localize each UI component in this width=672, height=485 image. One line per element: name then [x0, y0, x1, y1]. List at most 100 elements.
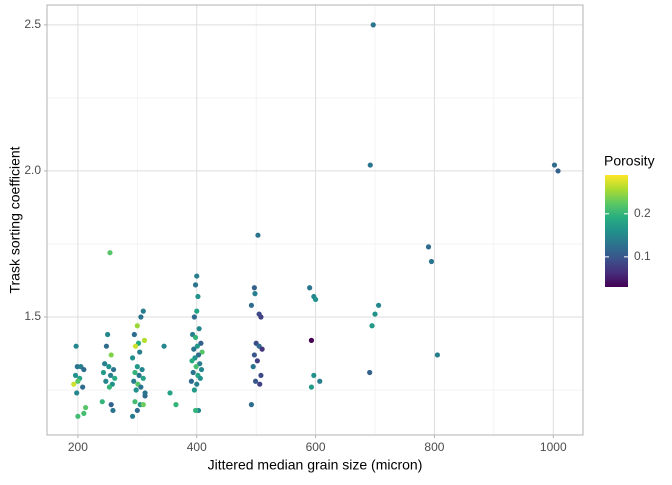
- point: [312, 296, 319, 303]
- point: [138, 384, 144, 390]
- point: [198, 340, 204, 346]
- point: [195, 352, 202, 358]
- point: [107, 372, 114, 379]
- point: [129, 355, 136, 361]
- point: [100, 369, 107, 376]
- point: [74, 390, 80, 396]
- x-tick-label: 1000: [540, 440, 567, 454]
- point: [134, 323, 140, 329]
- point: [251, 352, 257, 358]
- point: [194, 381, 200, 387]
- point: [105, 331, 111, 338]
- point: [107, 250, 113, 256]
- point: [81, 366, 87, 373]
- point: [138, 314, 144, 320]
- point: [173, 402, 179, 408]
- point: [370, 22, 376, 28]
- point: [103, 378, 109, 384]
- point: [191, 387, 197, 393]
- point: [110, 366, 117, 373]
- point: [248, 402, 255, 408]
- point: [132, 369, 138, 376]
- point: [141, 337, 148, 343]
- point: [99, 399, 105, 405]
- point: [132, 399, 138, 405]
- y-axis-title: Trask sorting coefficient: [7, 146, 23, 293]
- point: [190, 369, 196, 376]
- point: [112, 375, 118, 381]
- point: [257, 381, 263, 387]
- legend-title: Porosity: [604, 153, 655, 169]
- point: [367, 162, 373, 168]
- y-tick-label: 1.5: [24, 309, 41, 323]
- colorbar: [605, 175, 628, 287]
- point: [375, 302, 382, 308]
- x-tick-label: 600: [306, 440, 326, 454]
- colorbar-label: 0.2: [634, 206, 651, 220]
- point: [189, 358, 195, 364]
- point: [194, 308, 200, 314]
- point: [199, 349, 205, 355]
- point: [81, 410, 87, 416]
- point: [195, 293, 201, 300]
- point: [139, 366, 145, 373]
- point: [196, 326, 202, 332]
- point: [428, 258, 435, 265]
- point: [191, 346, 197, 352]
- point: [167, 390, 173, 396]
- x-tick-label: 800: [424, 440, 444, 454]
- point: [73, 343, 79, 349]
- point: [555, 168, 561, 174]
- point: [258, 314, 264, 320]
- x-axis-title: Jittered median grain size (micron): [208, 457, 423, 473]
- point: [307, 285, 313, 291]
- point: [198, 366, 205, 373]
- point: [80, 384, 86, 390]
- point: [192, 334, 199, 341]
- point: [108, 402, 114, 408]
- point: [140, 375, 146, 381]
- point: [132, 343, 139, 349]
- point: [255, 232, 261, 238]
- point: [161, 343, 167, 349]
- x-tick-label: 400: [187, 440, 207, 454]
- point: [75, 378, 81, 384]
- point: [425, 244, 432, 250]
- point: [137, 349, 143, 355]
- point: [551, 162, 558, 168]
- point: [192, 407, 199, 414]
- point: [251, 285, 257, 291]
- y-tick-label: 2.0: [24, 163, 41, 177]
- point: [252, 291, 258, 297]
- point: [133, 387, 139, 393]
- point: [71, 381, 77, 387]
- point: [197, 361, 203, 367]
- point: [131, 331, 137, 338]
- point: [188, 378, 194, 384]
- point: [311, 372, 317, 379]
- point: [197, 375, 203, 381]
- point: [75, 413, 81, 419]
- point: [106, 384, 112, 390]
- point: [194, 343, 200, 349]
- point: [192, 282, 199, 288]
- point: [369, 323, 375, 329]
- point: [248, 302, 255, 308]
- x-tick-label: 200: [68, 440, 88, 454]
- point: [254, 358, 260, 364]
- point: [252, 378, 259, 384]
- point: [74, 364, 80, 370]
- point: [83, 404, 89, 411]
- point: [103, 343, 110, 349]
- point: [140, 402, 146, 408]
- y-tick-label: 2.5: [24, 17, 41, 31]
- point: [142, 390, 148, 396]
- point: [102, 361, 108, 367]
- point: [434, 352, 441, 358]
- point: [110, 407, 116, 414]
- point: [131, 378, 137, 384]
- colorbar-label: 0.1: [634, 249, 651, 263]
- point: [134, 364, 140, 370]
- point: [72, 372, 79, 379]
